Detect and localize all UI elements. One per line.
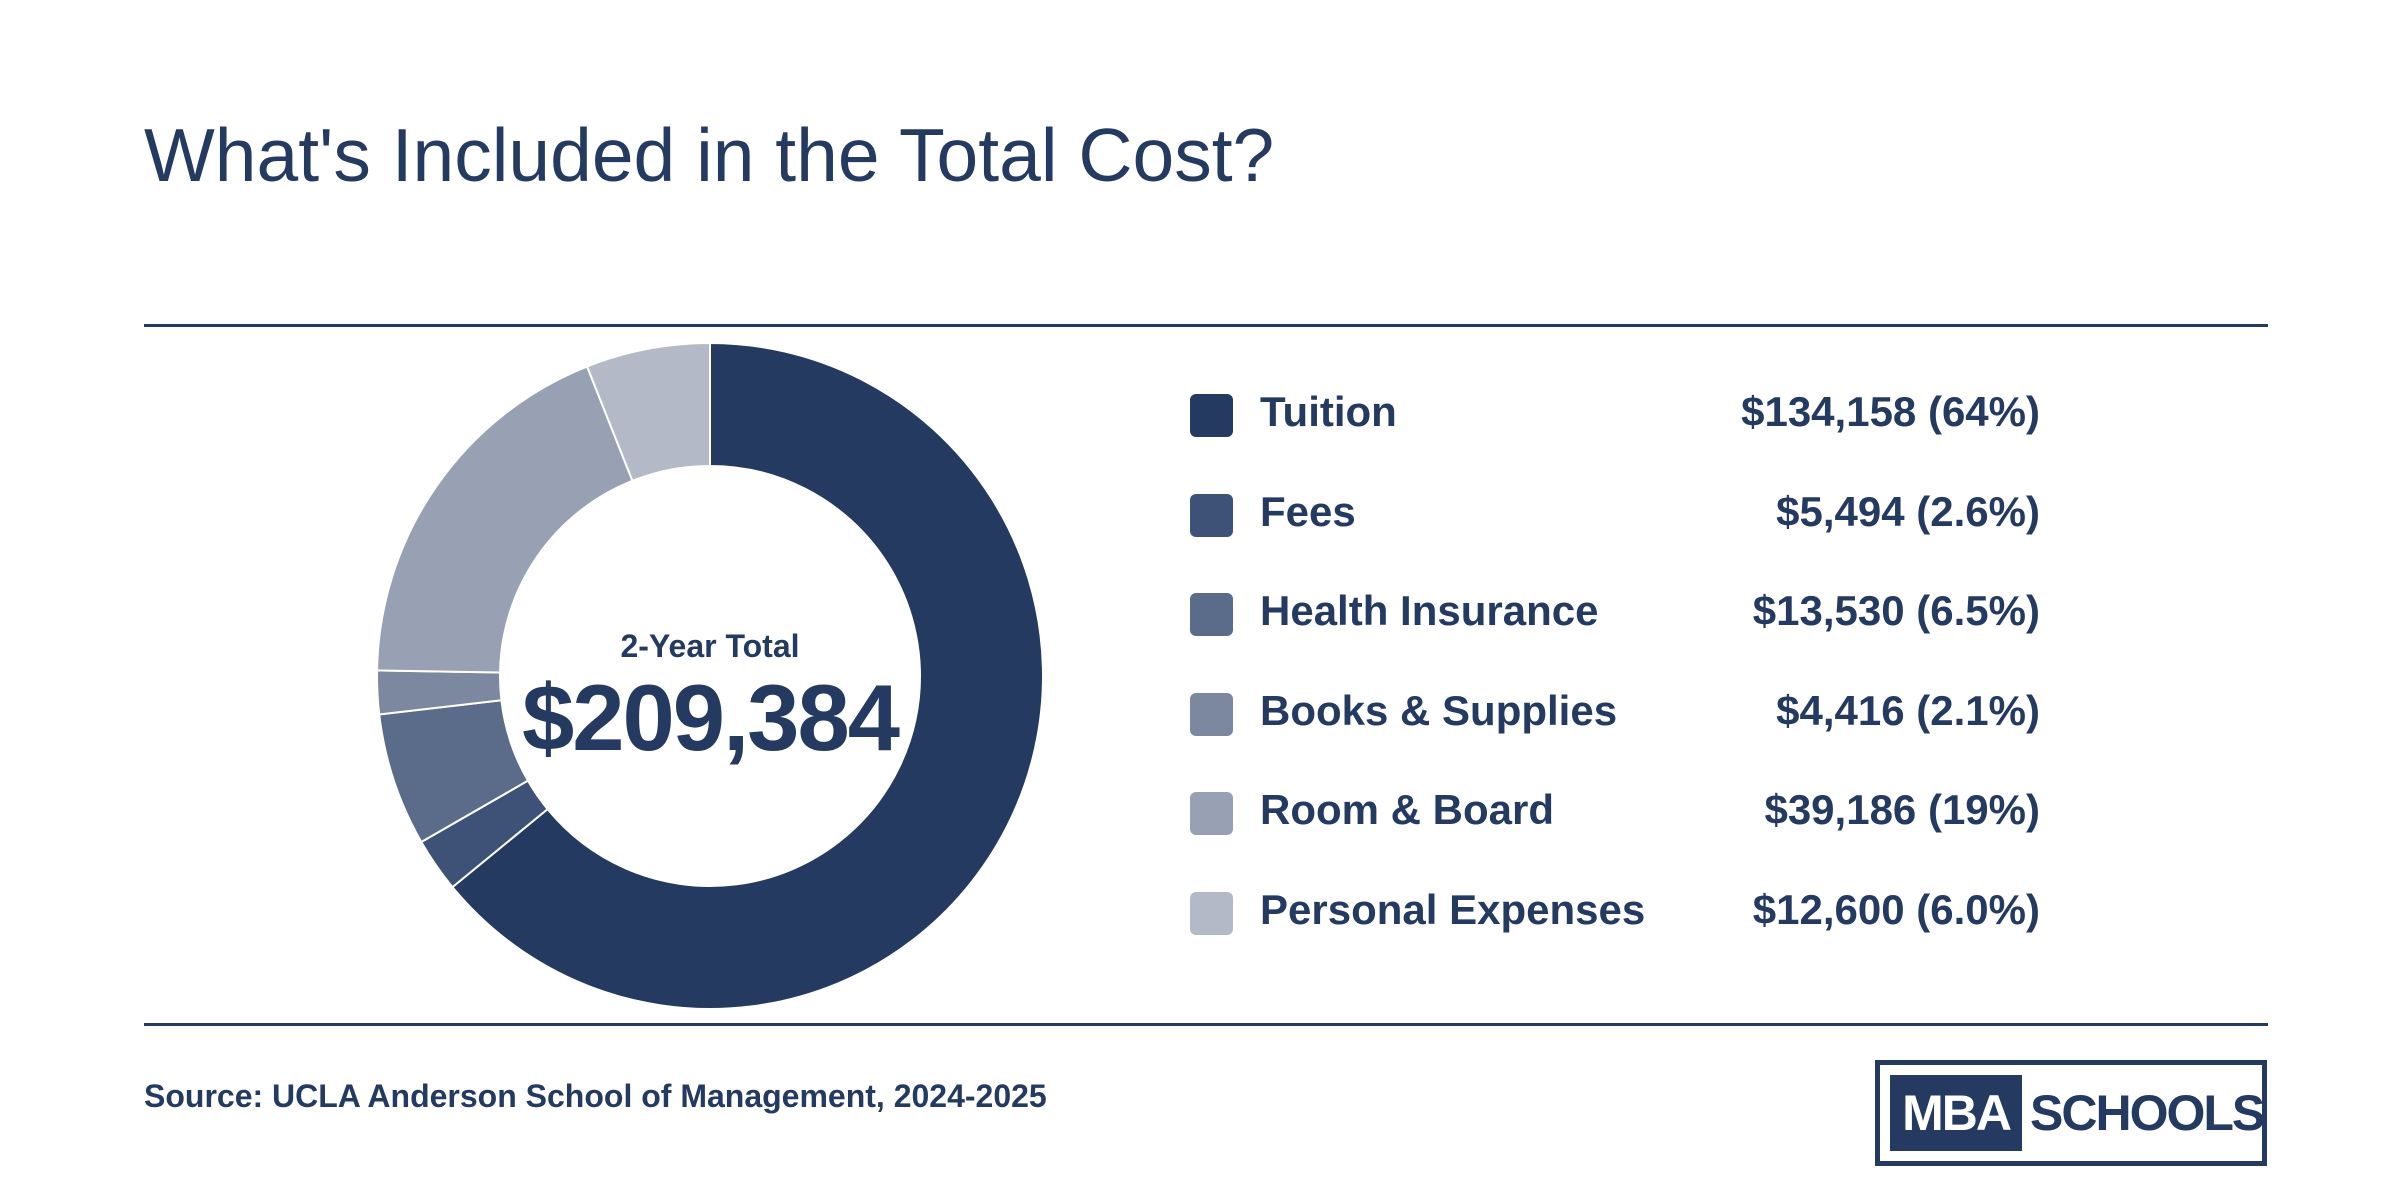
legend-value: $12,600 (6.0%) xyxy=(1752,885,2040,933)
donut-slice-personal-expenses xyxy=(585,341,711,483)
legend-item: Personal Expenses $12,600 (6.0%) xyxy=(1190,878,2040,978)
legend-label: Personal Expenses xyxy=(1260,885,1646,933)
legend-item: Books & Supplies $4,416 (2.1%) xyxy=(1190,679,2040,779)
legend-item: Health Insurance $13,530 (6.5%) xyxy=(1190,579,2040,679)
legend-label: Tuition xyxy=(1260,388,1397,435)
legend-label: Health Insurance xyxy=(1260,587,1599,635)
legend-swatch xyxy=(1190,692,1233,736)
legend-label: Room & Board xyxy=(1260,786,1554,834)
donut-center-label: 2-Year Total xyxy=(620,628,800,664)
legend-swatch xyxy=(1190,593,1233,637)
legend-item: Fees $5,494 (2.6%) xyxy=(1190,480,2040,580)
mba-schools-logo: MBA SCHOOLS xyxy=(1875,1060,2267,1166)
chart-title: What's Included in the Total Cost? xyxy=(144,113,1275,197)
donut-center-value: $209,384 xyxy=(521,665,900,770)
legend-label: Books & Supplies xyxy=(1260,686,1618,734)
top-divider xyxy=(144,324,2268,327)
donut-slice-room-board xyxy=(376,365,634,674)
legend-label: Fees xyxy=(1260,487,1356,535)
donut-slice-tuition xyxy=(451,341,1044,1010)
legend-swatch xyxy=(1190,493,1233,537)
logo-schools-text: SCHOOLS xyxy=(2030,1085,2265,1141)
legend: Tuition $134,158 (64%) Fees $5,494 (2.6%) He… xyxy=(1190,380,2040,978)
logo-mba-block: MBA xyxy=(1890,1075,2022,1151)
legend-value: $5,494 (2.6%) xyxy=(1776,487,2040,535)
legend-swatch xyxy=(1190,891,1233,935)
legend-value: $4,416 (2.1%) xyxy=(1776,686,2040,734)
source-note: Source: UCLA Anderson School of Manageme… xyxy=(144,1078,1047,1114)
bottom-divider xyxy=(144,1023,2268,1026)
legend-value: $39,186 (19%) xyxy=(1764,786,2040,834)
donut-chart xyxy=(376,341,1044,1010)
legend-item: Tuition $134,158 (64%) xyxy=(1190,380,2040,480)
legend-swatch xyxy=(1190,792,1233,836)
legend-value: $134,158 (64%) xyxy=(1741,388,2040,435)
legend-swatch xyxy=(1190,394,1233,437)
legend-item: Room & Board $39,186 (19%) xyxy=(1190,778,2040,878)
legend-value: $13,530 (6.5%) xyxy=(1752,587,2040,635)
